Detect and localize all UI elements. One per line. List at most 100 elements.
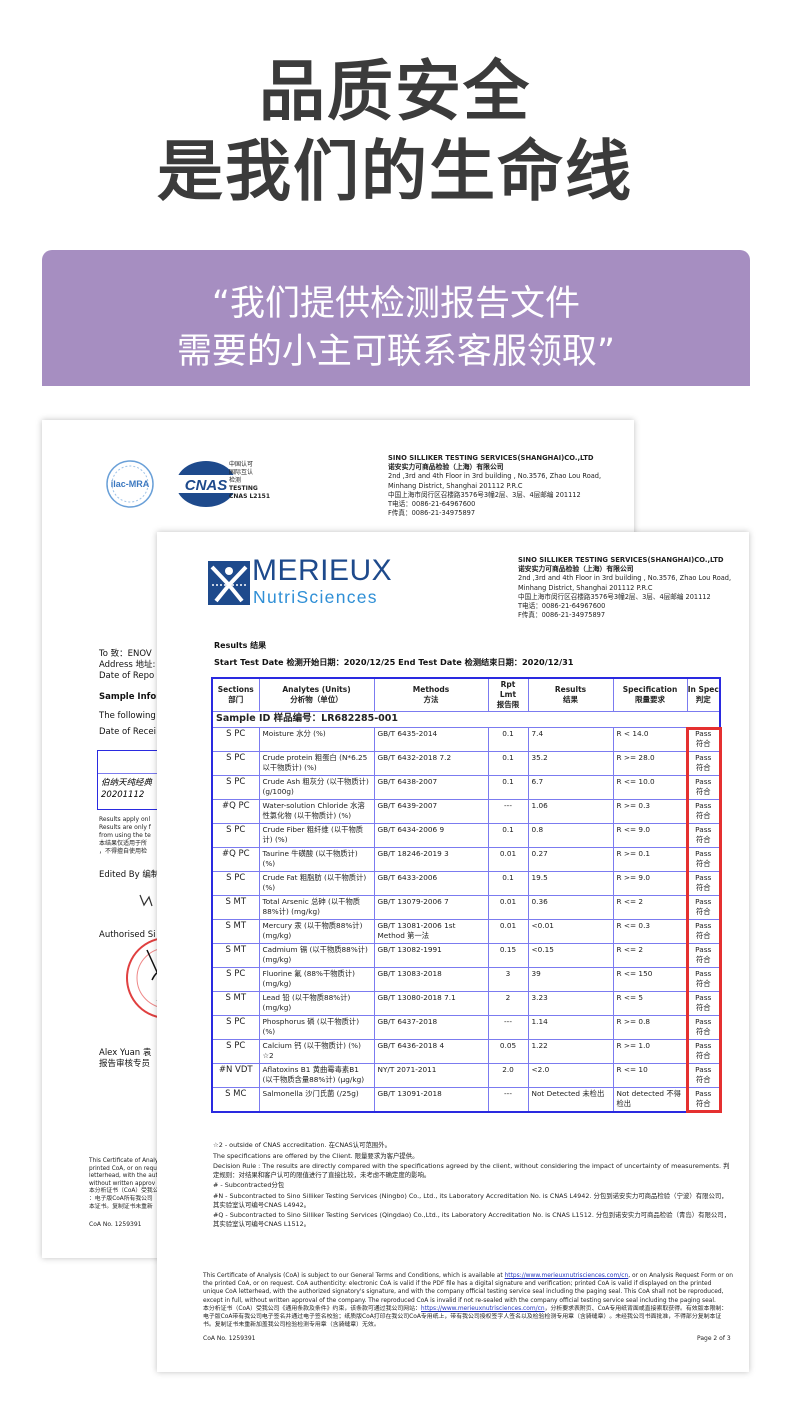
headline-line-2: 是我们的生命线 [157, 133, 633, 210]
cell-result: <2.0 [527, 1063, 614, 1088]
cell-report-limit: 0.1 [487, 823, 529, 848]
cell-section: #Q PC [211, 799, 260, 824]
cell-specification: R >= 28.0 [612, 751, 688, 776]
cell-report-limit: 0.1 [487, 871, 529, 896]
cell-method: GB/T 13079-2006 7 [373, 895, 489, 920]
cell-section: #N VDT [211, 1063, 260, 1088]
cell-method: GB/T 13083-2018 [373, 967, 489, 992]
terms-link[interactable]: https://www.merieuxnutrisciences.com/cn [504, 1273, 629, 1279]
accreditation-logos: ilac-MRA CNAS [106, 460, 240, 508]
cell-section: S MT [211, 919, 260, 944]
column-header-cn: 限量要求 [635, 695, 665, 704]
cell-report-limit: 0.1 [487, 727, 529, 752]
cell-in-spec: Pass 符合 [686, 823, 721, 848]
cell-analyte: Crude Fiber 粗纤维 (以干物质计) (%) [258, 823, 375, 848]
cell-result: 1.14 [527, 1015, 614, 1040]
cell-result: 1.06 [527, 799, 614, 824]
table-row: S PC Calcium 钙 (以干物质计) (%) ☆2 GB/T 6436-20… [211, 1039, 721, 1064]
svg-text:ilac-MRA: ilac-MRA [111, 479, 150, 489]
banner-line-2: 需要的小主可联系客服领取” [176, 332, 616, 372]
cell-result: 0.27 [527, 847, 614, 872]
cell-report-limit: --- [487, 1015, 529, 1040]
cell-report-limit: --- [487, 1087, 529, 1112]
edited-by: Edited By 编制 [99, 870, 160, 880]
cell-section: #Q PC [211, 847, 260, 872]
column-header-cn: 报告限 [496, 700, 520, 709]
recipient-info: To 致：ENOV Address 地址: Date of Repo [99, 649, 156, 681]
cell-analyte: Mercury 汞 (以干物质88%计) (mg/kg) [258, 919, 375, 944]
cell-result: Not Detected 未检出 [527, 1087, 614, 1112]
column-header-cn: 方法 [423, 695, 439, 704]
cell-result: 0.8 [527, 823, 614, 848]
cell-section: S PC [211, 727, 260, 752]
table-row: S PC Fluorine 氟 (88%干物质计) (mg/kg) GB/T 130… [211, 967, 721, 992]
cell-in-spec: Pass 符合 [686, 943, 721, 968]
cell-result: 3.23 [527, 991, 614, 1016]
logo-merieux: MERIEUX [252, 554, 393, 587]
cell-analyte: Phosphorus 磷 (以干物质计) (%) [258, 1015, 375, 1040]
cell-report-limit: 0.01 [487, 895, 529, 920]
cell-report-limit: 0.01 [487, 919, 529, 944]
cell-analyte: Taurine 牛磺酸 (以干物质计) (%) [258, 847, 375, 872]
back-footer: This Certificate of Analy printed CoA, or… [89, 1158, 159, 1210]
cell-analyte: Fluorine 氟 (88%干物质计) (mg/kg) [258, 967, 375, 992]
cell-section: S PC [211, 751, 260, 776]
table-row: S MT Cadmium 镉 (以干物质88%计) (mg/kg) GB/T 130… [211, 943, 721, 968]
cell-report-limit: 0.05 [487, 1039, 529, 1064]
page-number: Page 2 of 3 [697, 1335, 731, 1342]
cell-method: GB/T 6439-2007 [373, 799, 489, 824]
cell-analyte: Aflatoxins B1 黄曲霉毒素B1 (以干物质含量88%计) (μg/k… [258, 1063, 375, 1088]
cell-in-spec: Pass 符合 [686, 751, 721, 776]
cell-analyte: Crude Fat 粗脂肪 (以干物质计) (%) [258, 871, 375, 896]
cell-analyte: Crude protein 粗蛋白 (N*6.25以干物质计) (%) [258, 751, 375, 776]
cell-report-limit: 3 [487, 967, 529, 992]
cell-in-spec: Pass 符合 [686, 967, 721, 992]
cell-method: GB/T 13080-2018 7.1 [373, 991, 489, 1016]
cell-specification: R <= 2 [612, 943, 688, 968]
cell-section: S MC [211, 1087, 260, 1112]
table-row: S MT Lead 铅 (以干物质88%计) (mg/kg) GB/T 13080-… [211, 991, 721, 1016]
cell-specification: R <= 0.3 [612, 919, 688, 944]
cell-method: GB/T 6438-2007 [373, 775, 489, 800]
table-row: S PC Crude Fat 粗脂肪 (以干物质计) (%) GB/T 6433-2… [211, 871, 721, 896]
cell-method: GB/T 18246-2019 3 [373, 847, 489, 872]
signature-icon [139, 894, 153, 907]
table-row: S PC Crude Fiber 粗纤维 (以干物质计) (%) GB/T 6434… [211, 823, 721, 848]
results-table: Sections 部门 Analytes (Units) 分析物（单位） Methods… [211, 677, 721, 1113]
cell-section: S MT [211, 991, 260, 1016]
cell-method: GB/T 6433-2006 [373, 871, 489, 896]
cell-report-limit: --- [487, 799, 529, 824]
cell-specification: R >= 0.1 [612, 847, 688, 872]
cell-section: S MT [211, 943, 260, 968]
cell-report-limit: 0.15 [487, 943, 529, 968]
cell-specification: Not detected 不得检出 [612, 1087, 688, 1112]
cell-result: <0.15 [527, 943, 614, 968]
column-header-cn: 部门 [228, 695, 244, 704]
merieux-logo-icon [208, 561, 250, 605]
cell-section: S PC [211, 1015, 260, 1040]
terms-link-cn[interactable]: https://www.merieuxnutrisciences.com/cn [420, 1305, 545, 1312]
column-header-en: Results [554, 685, 587, 694]
cell-method: GB/T 6435-2014 [373, 727, 489, 752]
cell-method: GB/T 6436-2018 4 [373, 1039, 489, 1064]
cell-report-limit: 0.1 [487, 751, 529, 776]
cell-method: GB/T 6432-2018 7.2 [373, 751, 489, 776]
table-row: S MC Salmonella 沙门氏菌 (/25g) GB/T 13091-201… [211, 1087, 721, 1112]
cell-section: S PC [211, 1039, 260, 1064]
contact-banner: “我们提供检测报告文件 需要的小主可联系客服领取” [42, 250, 750, 386]
test-dates: Start Test Date 检测开始日期：2020/12/25 End Te… [214, 657, 574, 667]
coa-number: CoA No. 1259391 [203, 1335, 256, 1342]
cell-specification: R <= 5 [612, 991, 688, 1016]
column-header: Analytes (Units) 分析物（单位） [258, 677, 375, 712]
cell-method: GB/T 13091-2018 [373, 1087, 489, 1112]
cell-method: NY/T 2071-2011 [373, 1063, 489, 1088]
column-header-en: Rpt Lmt [499, 680, 517, 699]
sample-id: Sample ID 样品编号：LR682285-001 [211, 711, 721, 728]
cell-report-limit: 2 [487, 991, 529, 1016]
cell-method: GB/T 6437-2018 [373, 1015, 489, 1040]
sample-id-row: Sample ID 样品编号：LR682285-001 [211, 711, 721, 728]
report-page-2: MERIEUX NutriSciences SINO SILLIKER TEST… [157, 532, 749, 1372]
cell-analyte: Salmonella 沙门氏菌 (/25g) [258, 1087, 375, 1112]
cell-specification: R <= 10 [612, 1063, 688, 1088]
column-header: Results 结果 [527, 677, 614, 712]
